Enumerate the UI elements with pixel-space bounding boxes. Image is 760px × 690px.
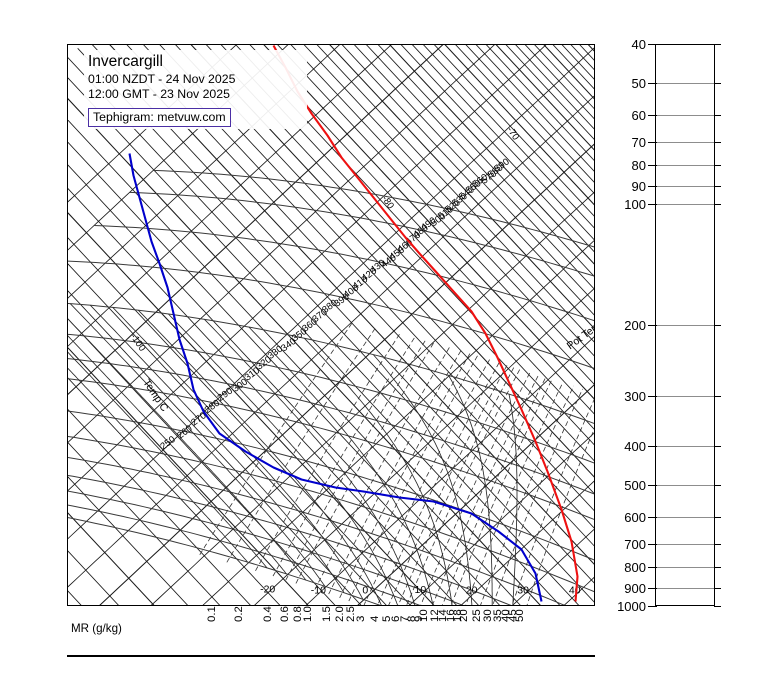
pressure-tick-label: 40 bbox=[631, 37, 646, 52]
pressure-tick-mark-right bbox=[714, 82, 721, 84]
pressure-gridline bbox=[657, 484, 715, 486]
bottom-temp-label: -10 bbox=[311, 585, 326, 597]
saturated-adiabat-lines bbox=[68, 303, 518, 605]
pressure-gridline bbox=[657, 446, 715, 448]
pressure-gridline bbox=[657, 587, 715, 589]
pressure-tick-mark bbox=[648, 606, 657, 607]
pressure-tick-mark-right bbox=[714, 516, 721, 518]
pressure-tick-label: 100 bbox=[624, 196, 646, 212]
tephigram-plot-panel[interactable]: 250 260 270 280 290 300 310 320 330 340 350 360 370 3… bbox=[67, 44, 595, 606]
pressure-gridline bbox=[657, 185, 715, 187]
pressure-tick-mark-right bbox=[714, 587, 721, 589]
local-time-line: 01:00 NZDT - 24 Nov 2025 bbox=[88, 72, 236, 86]
pressure-tick-mark bbox=[648, 185, 657, 187]
pressure-gridline bbox=[657, 82, 715, 84]
pressure-tick-label: 70 bbox=[631, 134, 646, 150]
pressure-tick-mark bbox=[648, 446, 657, 448]
pressure-tick-mark bbox=[648, 516, 657, 518]
title-block: Invercargill 01:00 NZDT - 24 Nov 2025 12… bbox=[84, 50, 307, 129]
pressure-tick-mark bbox=[648, 165, 657, 167]
mixing-ratio-tick-label: 0.6 bbox=[278, 606, 291, 622]
bottom-temp-label: -20 bbox=[260, 584, 275, 596]
pressure-gridline bbox=[657, 325, 715, 326]
pressure-tick-group: 40 50 60 70 80 90 100 200 300 400 500 600 700 800 900 1… bbox=[600, 34, 760, 616]
mixing-ratio-tick-label: 20 bbox=[458, 609, 471, 622]
pressure-tick-mark-right bbox=[714, 446, 721, 448]
pressure-tick-mark bbox=[648, 82, 657, 84]
mixing-ratio-axis-title: MR (g/kg) bbox=[71, 622, 122, 635]
mixing-ratio-tick-label: 0.2 bbox=[233, 606, 246, 622]
mixing-ratio-tick-label: 0.1 bbox=[206, 606, 219, 622]
mixing-ratio-tick-label: 1.5 bbox=[320, 606, 333, 622]
pressure-tick-mark bbox=[648, 484, 657, 486]
utc-time-line: 12:00 GMT - 23 Nov 2025 bbox=[88, 87, 230, 101]
pressure-tick-mark-right bbox=[714, 567, 721, 569]
mixing-ratio-tick-label: 0.4 bbox=[261, 606, 274, 622]
isobar-lines bbox=[68, 169, 594, 605]
tephigram-grid-svg: 2502602702802903003103203303403503603703… bbox=[68, 45, 594, 605]
pressure-tick-mark-right bbox=[714, 185, 721, 187]
station-name: Invercargill bbox=[88, 53, 163, 70]
pressure-tick-mark bbox=[648, 44, 657, 45]
pressure-tick-mark bbox=[648, 141, 657, 143]
pressure-tick-mark-right bbox=[714, 606, 721, 607]
pressure-gridline bbox=[657, 543, 715, 545]
pressure-tick-label: 60 bbox=[631, 107, 646, 123]
credit-link[interactable]: Tephigram: metvuw.com bbox=[88, 108, 231, 127]
pressure-tick-mark bbox=[648, 203, 657, 205]
pressure-tick-mark-right bbox=[714, 114, 721, 116]
pressure-tick-mark-right bbox=[714, 325, 721, 326]
mixing-ratio-tick-label: 3 bbox=[354, 615, 367, 622]
pressure-tick-label: 700 bbox=[624, 536, 646, 552]
pressure-tick-mark bbox=[648, 567, 657, 569]
temperature-trace bbox=[272, 45, 579, 602]
pressure-tick-mark-right bbox=[714, 165, 721, 167]
pressure-tick-mark-right bbox=[714, 543, 721, 545]
pressure-tick-mark-right bbox=[714, 395, 721, 397]
mixing-ratio-tick-group: 0.1 0.2 0.4 0.6 0.8 1.0 1.5 2.0 2.5 3 4 5 6 7 8 9 10 12 14… bbox=[0, 606, 760, 672]
pressure-tick-mark bbox=[648, 114, 657, 116]
pressure-tick-label: 200 bbox=[624, 318, 646, 333]
pressure-gridline bbox=[657, 141, 715, 143]
pressure-tick-mark bbox=[648, 587, 657, 589]
pressure-tick-label: 1000 bbox=[617, 599, 646, 614]
pressure-tick-label: 300 bbox=[624, 388, 646, 404]
pressure-tick-mark-right bbox=[714, 44, 721, 45]
mixing-ratio-axis-rule bbox=[67, 655, 595, 657]
pressure-tick-mark bbox=[648, 543, 657, 545]
bottom-temp-label: 40 bbox=[569, 585, 581, 597]
bottom-temp-label: 10 bbox=[415, 584, 427, 596]
dewpoint-trace bbox=[128, 153, 543, 602]
pressure-gridline bbox=[657, 516, 715, 518]
mixing-ratio-tick-label: 1.0 bbox=[301, 606, 314, 622]
pressure-tick-mark-right bbox=[714, 484, 721, 486]
pressure-gridline bbox=[657, 567, 715, 569]
pressure-tick-label: 500 bbox=[624, 477, 646, 493]
pressure-tick-label: 900 bbox=[624, 580, 646, 596]
pressure-gridline bbox=[657, 395, 715, 397]
pressure-tick-label: 800 bbox=[624, 560, 646, 576]
pressure-tick-mark bbox=[648, 395, 657, 397]
pressure-tick-mark bbox=[648, 325, 657, 326]
mixing-ratio-tick-label: 4 bbox=[369, 615, 382, 622]
pressure-tick-label: 80 bbox=[631, 158, 646, 174]
pressure-gridline bbox=[657, 203, 715, 205]
pressure-tick-label: 400 bbox=[624, 439, 646, 455]
bottom-temp-label: 0 bbox=[362, 585, 368, 597]
pressure-tick-label: 90 bbox=[631, 178, 646, 194]
pressure-gridline bbox=[657, 165, 715, 167]
bottom-temp-label: 30 bbox=[517, 584, 529, 596]
pressure-tick-label: 600 bbox=[624, 509, 646, 525]
pressure-tick-label: 50 bbox=[631, 75, 646, 91]
pressure-tick-mark-right bbox=[714, 203, 721, 205]
pressure-gridline bbox=[657, 114, 715, 116]
pressure-tick-mark-right bbox=[714, 141, 721, 143]
bottom-temp-label: 20 bbox=[466, 584, 478, 596]
mixing-ratio-tick-label: 50 bbox=[513, 609, 526, 622]
